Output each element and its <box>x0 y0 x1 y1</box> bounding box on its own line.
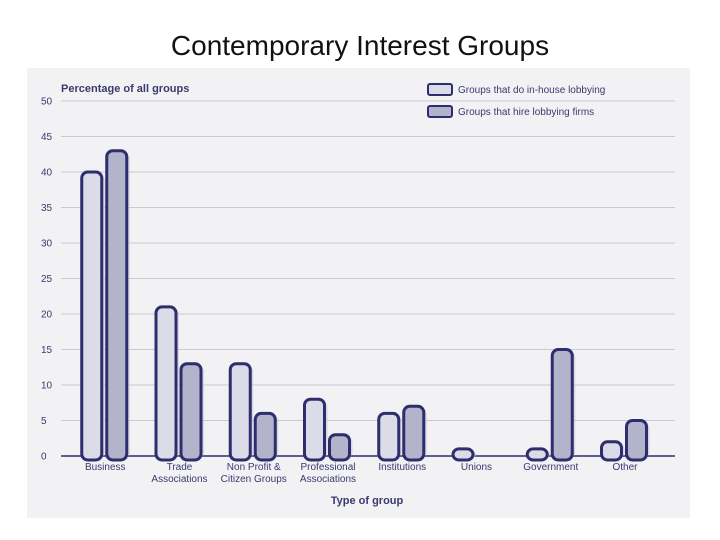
bar-in-house <box>600 440 623 462</box>
legend-swatch <box>427 83 453 96</box>
category-label: Associations <box>151 474 207 485</box>
x-axis-label: Type of group <box>331 495 404 507</box>
y-tick-label: 5 <box>41 416 47 427</box>
gridlines <box>61 100 675 457</box>
y-tick-label: 30 <box>41 239 53 250</box>
bar-hire-firms <box>550 348 574 462</box>
bar-in-house <box>80 170 104 462</box>
bar-in-house <box>451 447 475 462</box>
category-label: Professional <box>300 462 355 473</box>
category-label: Business <box>85 462 126 473</box>
bar-in-house <box>154 305 178 462</box>
y-tick-label: 20 <box>41 310 53 321</box>
bars <box>80 149 650 462</box>
y-tick-label: 40 <box>41 168 53 179</box>
category-label: Trade <box>167 462 193 473</box>
bar-in-house <box>377 411 401 462</box>
y-tick-label: 0 <box>41 452 47 463</box>
category-label: Government <box>523 462 578 473</box>
legend-label: Groups that hire lobbying firms <box>458 107 594 118</box>
bar-hire-firms <box>253 411 277 462</box>
bar-in-house <box>228 362 252 462</box>
y-tick-label: 15 <box>41 345 53 356</box>
y-tick-label: 25 <box>41 274 53 285</box>
slide-title: Contemporary Interest Groups <box>170 30 550 61</box>
y-tick-label: 35 <box>41 203 53 214</box>
category-label: Associations <box>300 474 356 485</box>
category-label: Unions <box>461 462 492 473</box>
bar-in-house <box>303 397 326 462</box>
y-axis-label: Percentage of all groups <box>61 83 189 95</box>
legend-label: Groups that do in-house lobbying <box>458 85 605 96</box>
bar-hire-firms <box>402 404 426 462</box>
bar-hire-firms <box>105 149 129 462</box>
category-label: Non Profit & <box>227 462 281 473</box>
bar-in-house <box>525 447 549 462</box>
y-tick-label: 10 <box>41 381 53 392</box>
y-axis-ticks: 0 5 10 15 20 25 30 35 40 45 50 <box>41 97 53 463</box>
legend: Groups that do in-house lobbying Groups t… <box>427 83 605 118</box>
y-tick-label: 50 <box>41 97 53 108</box>
category-label: Citizen Groups <box>221 474 287 485</box>
chart-panel: 0 5 10 15 20 25 30 35 40 45 50 Business Trade Associ… <box>27 68 690 518</box>
legend-swatch <box>427 105 453 118</box>
y-tick-label: 45 <box>41 132 53 143</box>
category-label: Other <box>612 462 638 473</box>
bar-hire-firms <box>179 362 203 462</box>
bar-hire-firms <box>328 433 351 462</box>
category-label: Institutions <box>378 462 426 473</box>
bar-hire-firms <box>625 419 648 462</box>
